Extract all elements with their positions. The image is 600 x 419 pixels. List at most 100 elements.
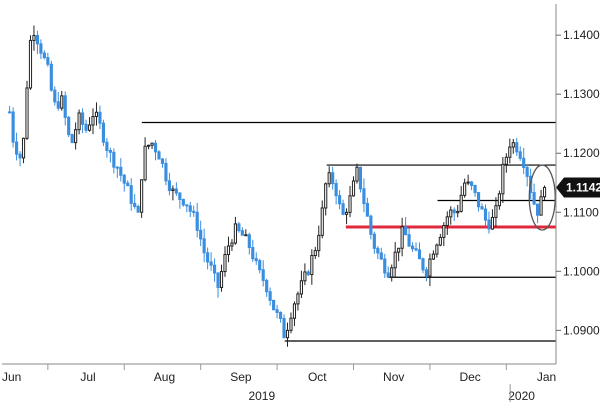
year-label: 2019 [248,389,275,403]
candle-body [101,122,105,143]
candle-body [390,267,394,278]
candle-body [28,39,33,89]
candle-body [386,272,390,278]
candle-body [338,195,342,205]
y-tick-label: 1.1100 [563,205,599,219]
candle-body [459,194,463,212]
x-tick-label: Oct [308,370,327,384]
candle-body [424,269,429,277]
candle-body [518,151,522,159]
candle-body [445,216,449,226]
candle-body [369,215,373,235]
candle-body [536,203,540,216]
candle-body [240,230,244,236]
y-tick-label: 1.0900 [563,323,600,337]
candle-body [317,234,321,252]
candle-body [209,261,213,266]
candle-body [216,272,220,288]
candle-body [15,141,19,155]
candle-body [470,181,474,186]
candle-body [150,142,154,146]
candle-body [334,183,338,197]
candle-body [508,146,512,158]
candle-body [129,185,133,204]
candle-body [199,229,203,240]
candle-body [174,188,178,194]
y-tick-label: 1.1300 [563,87,600,101]
candle-body [501,163,505,195]
candle-body [84,123,88,131]
candle-body [56,101,60,109]
candle-body [497,193,501,207]
candle-body [202,238,206,254]
candle-body [480,206,484,210]
candle-body [46,57,50,65]
x-tick-label: Sep [230,370,252,384]
candle-body [74,129,78,144]
candle-body [136,205,140,213]
candle-body [181,198,185,206]
candle-body [160,158,165,164]
candle-body [355,166,359,182]
candle-body [167,180,171,191]
candle-body [522,157,526,168]
candle-body [108,149,112,153]
candle-body [251,247,255,260]
candle-body [313,250,317,257]
candle-body [272,299,276,311]
candle-body [178,192,182,200]
candle-body [320,207,324,236]
candle-body [112,151,116,168]
candle-body [63,95,67,118]
year-label: 2020 [508,389,535,403]
candle-body [212,264,217,274]
candle-body [299,280,303,295]
candle-body [431,253,435,260]
candle-body [539,196,543,216]
candle-body [53,89,57,103]
candle-body [11,111,15,143]
candle-body [351,180,356,197]
candle-body [344,211,349,215]
candle-body [452,209,456,214]
candle-body [254,258,258,262]
candle-body [372,233,376,249]
candle-body [119,166,123,176]
candle-body [70,134,74,144]
candle-body [32,35,36,41]
candle-body [98,111,102,124]
candle-body [278,311,283,319]
candle-body [303,271,307,282]
candle-body [285,329,290,339]
candle-body [188,205,192,212]
candle-body [407,234,411,247]
candle-body [476,192,481,208]
candle-body [157,151,161,160]
y-tick-label: 1.1000 [563,264,600,278]
x-tick-label: Dec [459,370,480,384]
x-tick-label: Aug [154,370,175,384]
candle-body [542,186,547,198]
candle-body [292,303,297,319]
candle-body [306,271,310,276]
candle-body [247,234,251,249]
candle-body [341,203,345,215]
candle-body [230,242,234,247]
candle-body [223,254,227,273]
candle-body [143,145,147,181]
candle-body [473,184,477,194]
candle-body [532,192,536,205]
candle-body [296,293,300,305]
x-tick-label: Nov [383,370,404,384]
candle-body [77,112,81,131]
candle-body [105,141,109,151]
candle-body [153,142,158,153]
candle-body [456,210,460,214]
candle-body [60,95,64,109]
x-tick-label: Jan [537,370,556,384]
x-tick-label: Jul [80,370,95,384]
candle-body [126,182,130,187]
candle-body [400,226,404,249]
candle-body [164,162,168,182]
